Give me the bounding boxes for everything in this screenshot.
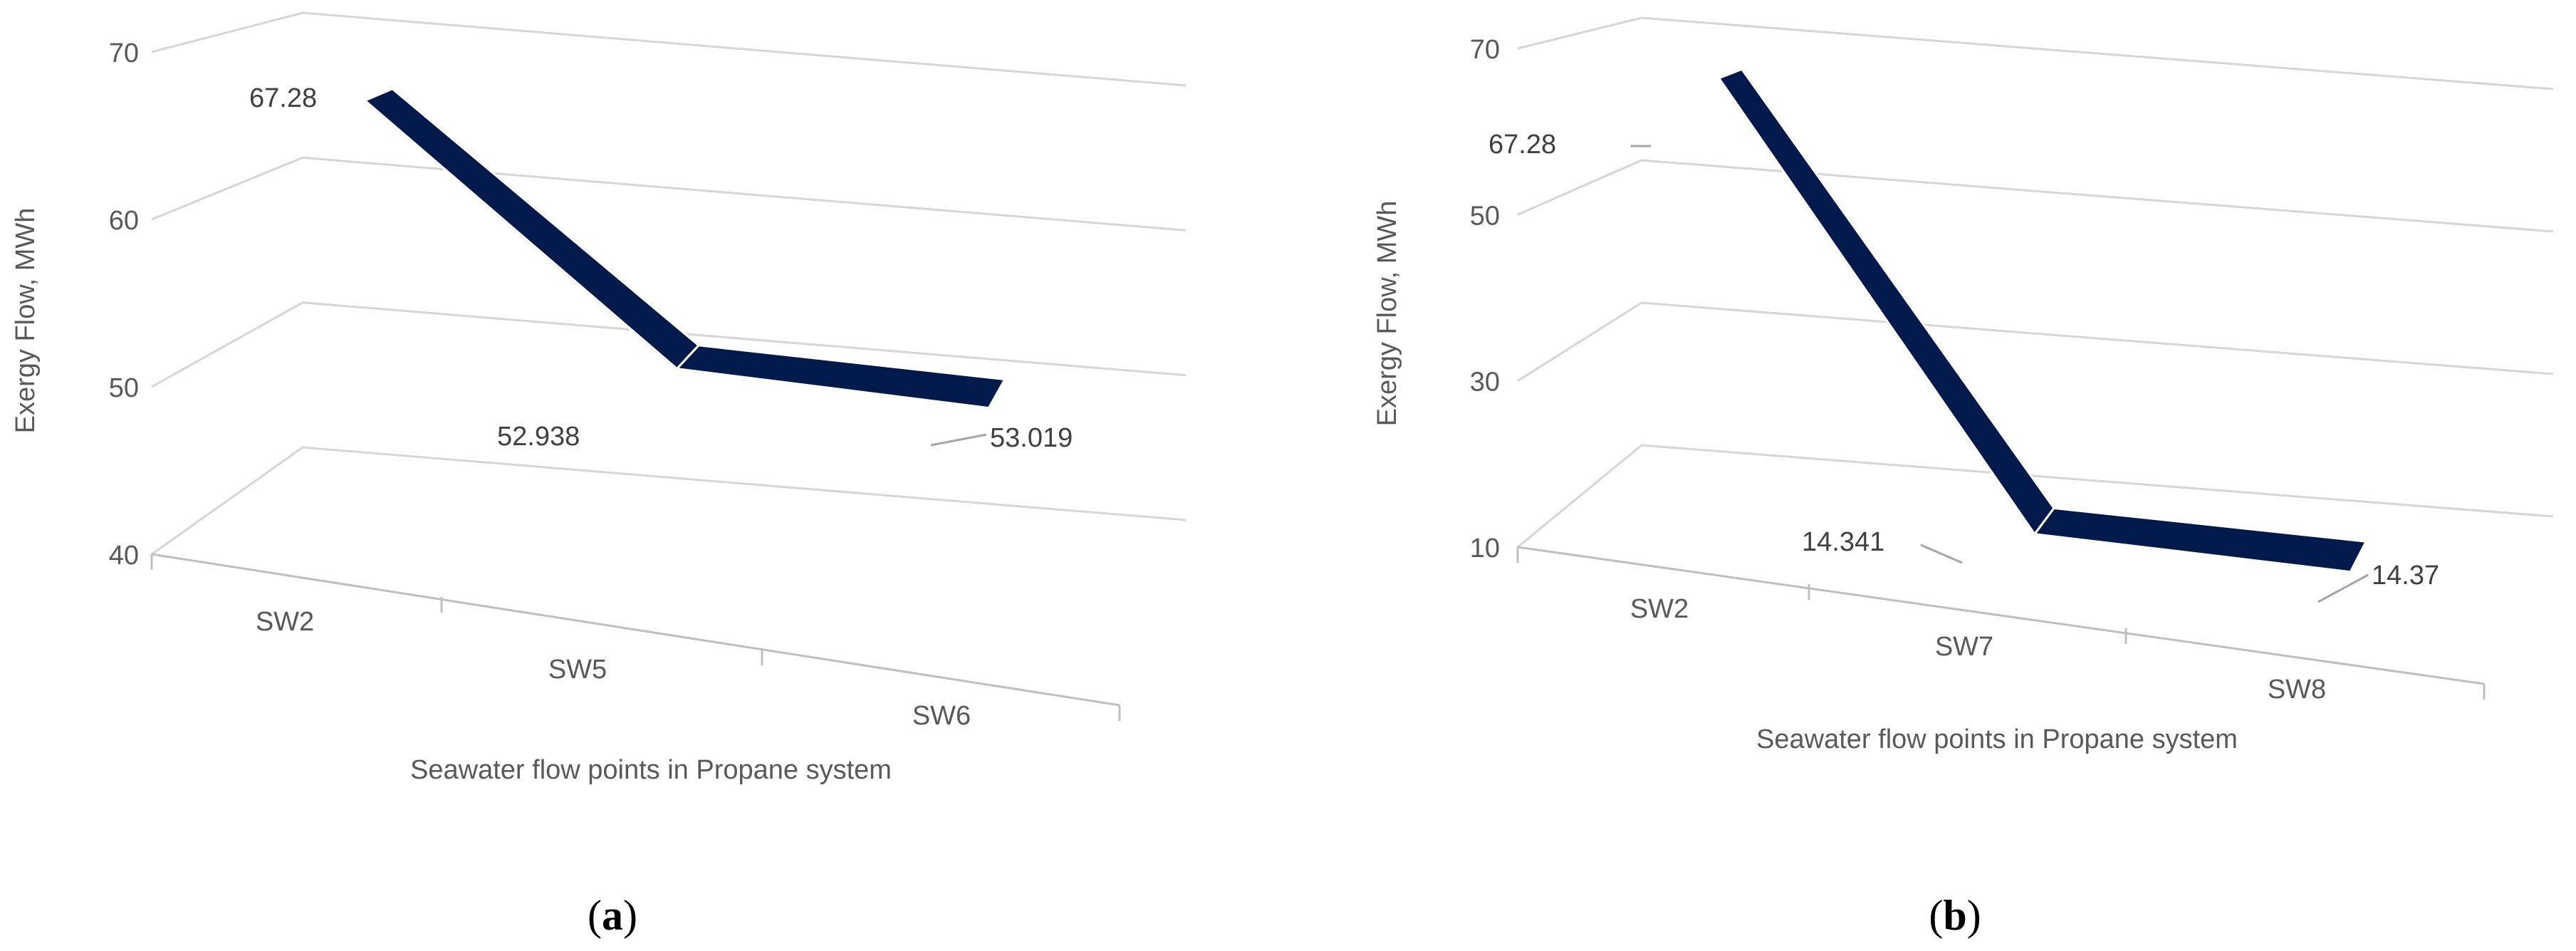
gridline xyxy=(1517,159,2554,233)
x-axis-title: Seawater flow points in Propane system xyxy=(1756,724,2238,754)
caption-paren-open: ( xyxy=(1929,892,1943,939)
x-category-label: SW5 xyxy=(548,655,607,685)
data-label: 14.37 xyxy=(2372,561,2439,591)
data-label: 52.938 xyxy=(497,422,580,452)
chart-a: 40 50 60 70 67.28 52.938 53.019 SW2 SW5 SW6 Seawat… xyxy=(11,11,1187,939)
x-category-label: SW2 xyxy=(1630,594,1689,624)
data-label: 53.019 xyxy=(990,423,1073,453)
y-tick-label: 70 xyxy=(109,38,139,68)
ribbon-segment xyxy=(2033,506,2367,573)
data-label-leader xyxy=(930,433,987,447)
gridline xyxy=(151,11,1187,87)
y-tick-label: 50 xyxy=(109,373,139,403)
x-axis-line xyxy=(151,553,1120,707)
gridline xyxy=(1517,301,2554,382)
y-tick-label: 70 xyxy=(1470,35,1500,65)
x-category-label: SW7 xyxy=(1935,632,1993,662)
gridline xyxy=(151,156,1187,232)
x-axis-title: Seawater flow points in Propane system xyxy=(410,755,892,785)
x-axis-line xyxy=(1517,546,2485,685)
x-category-label: SW6 xyxy=(912,701,971,731)
ribbon-segment xyxy=(676,344,1006,410)
subfigure-caption: (b) xyxy=(1929,892,1981,939)
data-label: 67.28 xyxy=(1488,130,1556,160)
y-axis-title: Exergy Flow, MWh xyxy=(11,208,41,434)
gridline xyxy=(151,301,1187,388)
y-tick-label: 60 xyxy=(109,206,139,236)
gridline xyxy=(1517,444,2554,549)
y-tick-label: 30 xyxy=(1470,368,1500,397)
caption-letter: b xyxy=(1943,892,1966,939)
y-tick-label: 50 xyxy=(1470,201,1500,231)
y-tick-label: 40 xyxy=(109,541,139,571)
caption-paren-close: ) xyxy=(623,892,637,939)
ribbon-segment xyxy=(364,88,700,370)
gridline xyxy=(151,446,1187,556)
y-tick-label: 10 xyxy=(1470,534,1500,563)
data-label: 67.28 xyxy=(249,83,317,113)
caption-paren-open: ( xyxy=(588,892,602,939)
chart-b: 10 30 50 70 67.28 14.341 14.37 SW2 SW7 SW8 Seawate… xyxy=(1372,16,2554,939)
caption-letter: a xyxy=(602,892,623,939)
y-axis-title: Exergy Flow, MWh xyxy=(1372,201,1402,427)
subfigure-caption: (a) xyxy=(588,892,637,939)
data-label: 14.341 xyxy=(1802,527,1884,557)
gridline xyxy=(1517,16,2554,90)
x-category-label: SW8 xyxy=(2268,675,2326,705)
caption-paren-close: ) xyxy=(1967,892,1981,939)
x-category-label: SW2 xyxy=(256,607,314,637)
data-label-leader xyxy=(1920,544,1963,564)
data-label-leader xyxy=(2317,573,2369,603)
